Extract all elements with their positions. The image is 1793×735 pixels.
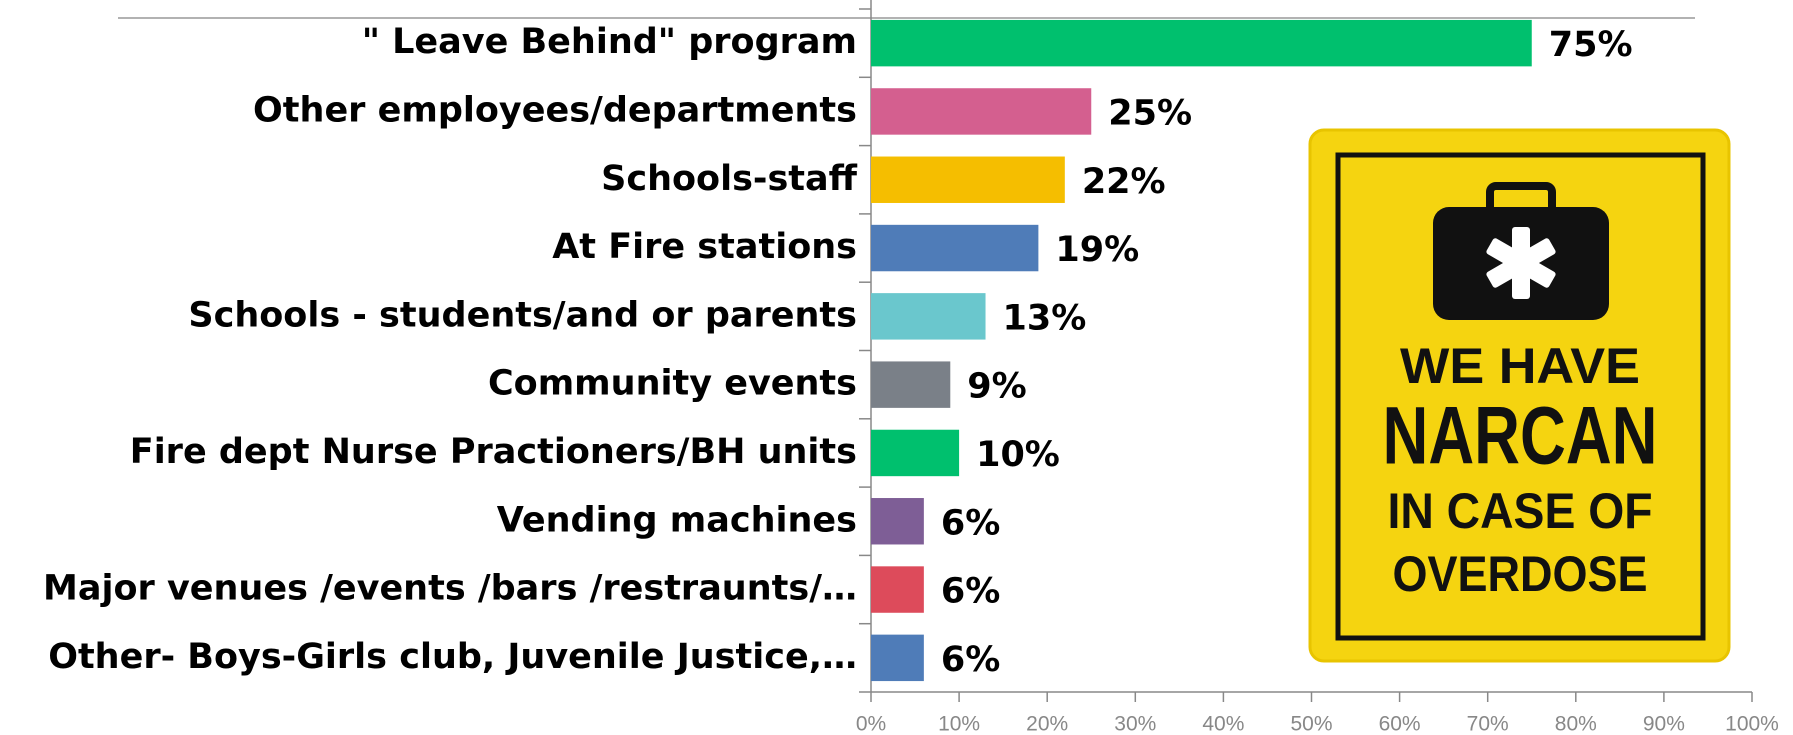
bar xyxy=(871,224,1039,272)
value-label: 6% xyxy=(941,503,1000,543)
category-label: " Leave Behind" program xyxy=(362,22,857,62)
value-label: 13% xyxy=(1003,298,1087,338)
bar xyxy=(871,19,1532,67)
value-label: 19% xyxy=(1055,230,1139,270)
x-tick-label: 80% xyxy=(1555,713,1597,735)
bar xyxy=(871,498,924,545)
sign-text: WE HAVE xyxy=(1400,338,1640,394)
bar xyxy=(871,634,924,682)
bar xyxy=(871,293,986,340)
x-tick-label: 60% xyxy=(1379,713,1421,735)
category-label: Vending machines xyxy=(497,500,857,540)
x-tick-label: 90% xyxy=(1643,713,1685,735)
category-label: Schools - students/and or parents xyxy=(188,295,857,335)
category-label: At Fire stations xyxy=(552,227,857,267)
x-tick-label: 100% xyxy=(1725,713,1779,735)
sign-text: NARCAN xyxy=(1383,391,1658,482)
narcan-sign xyxy=(1308,128,1731,663)
value-label: 25% xyxy=(1108,93,1192,133)
sign-background xyxy=(1308,128,1731,663)
bar xyxy=(871,156,1065,203)
bar xyxy=(871,429,960,477)
sign-text: OVERDOSE xyxy=(1393,546,1648,602)
x-tick-label: 30% xyxy=(1114,713,1156,735)
category-label: Other- Boys-Girls club, Juvenile Justice… xyxy=(48,637,857,677)
value-label: 6% xyxy=(941,640,1000,680)
category-label: Community events xyxy=(488,364,857,404)
sign-text: IN CASE OF xyxy=(1388,483,1653,539)
value-label: 10% xyxy=(976,435,1060,475)
bar xyxy=(871,566,924,613)
value-label: 22% xyxy=(1082,162,1166,202)
category-label: Schools-staff xyxy=(601,159,858,199)
bar xyxy=(871,361,951,408)
value-label: 75% xyxy=(1549,25,1633,65)
value-label: 6% xyxy=(941,572,1000,612)
category-label: Fire dept Nurse Practioners/BH units xyxy=(130,432,857,472)
category-label: Major venues /events /bars /restraunts/… xyxy=(43,569,857,609)
bar xyxy=(871,88,1092,135)
x-tick-label: 40% xyxy=(1202,713,1244,735)
x-tick-label: 10% xyxy=(938,713,980,735)
x-tick-label: 50% xyxy=(1290,713,1332,735)
value-label: 9% xyxy=(967,367,1026,407)
x-tick-label: 0% xyxy=(856,713,886,735)
sign-border xyxy=(1335,152,1706,641)
x-tick-label: 70% xyxy=(1467,713,1509,735)
category-label: Other employees/departments xyxy=(253,90,857,130)
asterisk xyxy=(1486,227,1556,299)
x-tick-label: 20% xyxy=(1026,713,1068,735)
